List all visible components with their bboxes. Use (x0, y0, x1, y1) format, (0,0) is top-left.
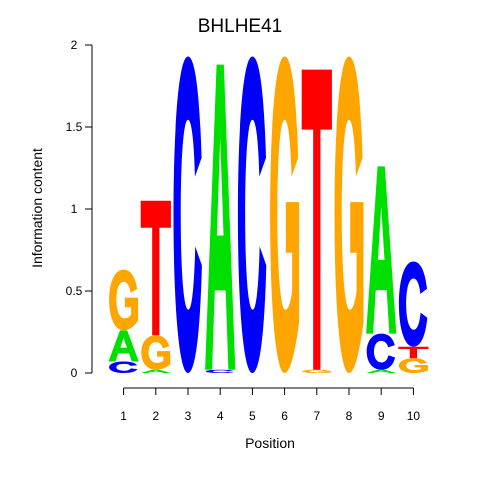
letter-g (141, 335, 171, 370)
letter-a (366, 369, 397, 373)
x-tick-label: 4 (217, 409, 224, 423)
letter-t (398, 346, 429, 359)
letter-c (398, 261, 428, 347)
letter-g (398, 358, 428, 373)
letter-c (205, 369, 235, 373)
x-tick-label: 6 (281, 409, 288, 423)
letter-g (270, 56, 300, 373)
y-tick-label: 2 (71, 38, 78, 52)
x-tick-label: 2 (152, 409, 159, 423)
letter-a (205, 64, 236, 370)
letter-c (109, 361, 138, 373)
letter-c (366, 333, 396, 370)
letter-a (140, 369, 171, 373)
letter-stacks (108, 56, 429, 373)
letter-t (301, 69, 332, 370)
letter-g (334, 56, 364, 373)
x-axis: 1 2 3 4 5 6 7 8 9 10 (120, 387, 421, 423)
x-tick-label: 1 (120, 409, 127, 423)
x-tick-label: 7 (313, 409, 320, 423)
y-tick-label: 1 (71, 202, 78, 216)
letter-c (237, 56, 267, 373)
letter-a (366, 166, 397, 334)
x-axis-label: Position (245, 435, 295, 451)
letter-c (173, 56, 202, 373)
letter-a (108, 330, 139, 362)
y-axis-label: Information content (29, 148, 45, 268)
y-tick-label: 1.5 (66, 120, 83, 134)
x-tick-label: 10 (407, 409, 421, 423)
letter-t (140, 200, 171, 336)
x-tick-label: 9 (378, 409, 385, 423)
letter-g (109, 269, 139, 331)
chart-title: BHLHE41 (198, 16, 283, 37)
x-tick-label: 3 (185, 409, 192, 423)
y-tick-label: 0 (71, 366, 78, 380)
letter-g (302, 369, 332, 373)
x-tick-label: 5 (249, 409, 256, 423)
y-axis: 0 0.5 1 1.5 2 (66, 38, 93, 380)
y-tick-label: 0.5 (66, 284, 83, 298)
x-tick-label: 8 (346, 409, 353, 423)
